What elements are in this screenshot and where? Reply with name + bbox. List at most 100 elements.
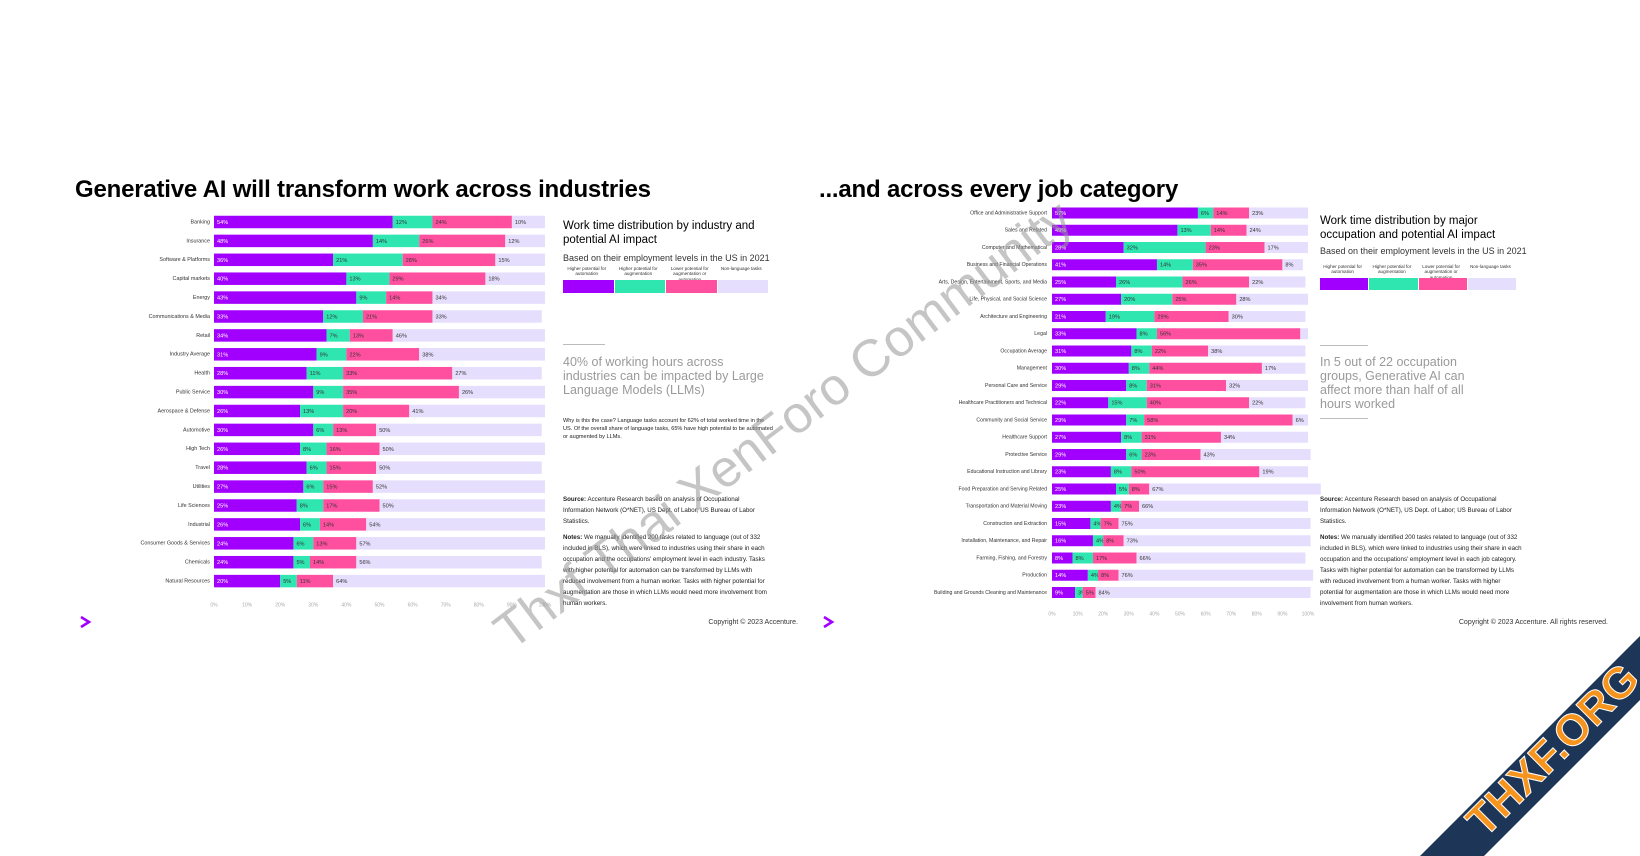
- bar-segment: [1082, 587, 1096, 598]
- bar-segment: [313, 385, 344, 399]
- bar-segment: [379, 499, 545, 512]
- bar-segment: [356, 291, 387, 304]
- notes: Notes: We manually identified 200 tasks …: [1320, 532, 1525, 609]
- x-tick-label: 30%: [308, 602, 319, 608]
- bar-segment: [214, 555, 294, 569]
- callout: In 5 out of 22 occupation groups, Genera…: [1320, 355, 1465, 411]
- data-label: 44%: [1152, 366, 1163, 372]
- divider: [1320, 418, 1368, 419]
- bar-segment: [432, 291, 545, 304]
- notes-text: We manually identified 200 tasks related…: [1320, 534, 1522, 607]
- data-label: 6%: [303, 522, 311, 528]
- bar-segment: [323, 480, 373, 493]
- panel-heading: Work time distribution by industry and p…: [563, 220, 755, 246]
- x-tick-label: 90%: [1277, 611, 1288, 617]
- data-label: 22%: [1252, 401, 1263, 407]
- legend-swatch: [1467, 278, 1516, 290]
- x-tick-label: 10%: [1073, 611, 1084, 617]
- data-label: 26%: [217, 409, 228, 415]
- data-label: 76%: [1122, 573, 1133, 579]
- legend-label: Higher potential for augmentation: [1372, 264, 1412, 275]
- data-label: 26%: [462, 390, 473, 396]
- category-label: Management: [1017, 366, 1048, 372]
- bar-segment: [326, 461, 377, 474]
- data-label: 73%: [1127, 539, 1138, 545]
- data-label: 33%: [346, 371, 357, 377]
- data-label: 29%: [392, 277, 403, 283]
- data-label: 5%: [1086, 590, 1094, 596]
- bar-segment: [1052, 431, 1122, 443]
- bar-segment: [293, 555, 310, 569]
- data-label: 22%: [1055, 401, 1066, 407]
- data-label: 17%: [326, 503, 337, 509]
- bar-segment: [214, 442, 301, 456]
- bar-segment: [1210, 224, 1247, 236]
- data-label: 50%: [379, 466, 390, 472]
- bar-segment: [1200, 449, 1311, 460]
- x-tick-label: 90%: [507, 602, 518, 608]
- category-label: Banking: [191, 219, 210, 225]
- x-tick-label: 80%: [1252, 611, 1263, 617]
- bar-segment: [1092, 552, 1137, 564]
- data-label: 32%: [1229, 383, 1240, 389]
- bar-segment: [1098, 569, 1119, 581]
- data-label: 25%: [1055, 280, 1066, 286]
- bar-segment: [505, 234, 545, 248]
- bar-segment: [346, 348, 420, 361]
- data-label: 9%: [316, 390, 324, 396]
- data-label: 36%: [217, 258, 228, 264]
- bar-segment: [326, 329, 350, 342]
- bar-segment: [1052, 397, 1109, 409]
- source: Source: Accenture Research based on anal…: [1320, 494, 1525, 527]
- bar-segment: [1149, 362, 1262, 374]
- bar-segment: [1105, 311, 1155, 322]
- data-label: 25%: [1055, 487, 1066, 493]
- data-label: 30%: [1232, 314, 1243, 320]
- bar-segment: [392, 329, 545, 342]
- data-label: 23%: [1055, 504, 1066, 510]
- bar-segment: [1110, 466, 1132, 478]
- data-label: 4%: [1091, 573, 1099, 579]
- bar-segment: [1052, 345, 1132, 357]
- bar-segment: [1205, 242, 1265, 253]
- bar-segment: [1052, 569, 1088, 581]
- data-label: 8%: [1124, 435, 1132, 441]
- bar-segment: [402, 253, 496, 267]
- category-label: Office and Administrative Support: [970, 210, 1047, 216]
- bar-segment: [1197, 207, 1214, 219]
- bar-segment: [1052, 276, 1116, 288]
- data-label: 54%: [369, 522, 380, 528]
- data-label: 8%: [1132, 487, 1140, 493]
- bar-segment: [214, 291, 357, 304]
- bar-segment: [1110, 500, 1122, 512]
- bar-segment: [1172, 293, 1237, 305]
- category-label: Communications & Media: [149, 314, 210, 320]
- category-label: Farming, Fishing, and Forestry: [976, 555, 1047, 561]
- data-label: 6%: [1296, 418, 1304, 424]
- data-label: 52%: [376, 485, 387, 491]
- bar-segment: [343, 385, 459, 399]
- data-label: 26%: [217, 447, 228, 453]
- data-label: 7%: [1129, 418, 1137, 424]
- panel-heading: Work time distribution by major occupati…: [1320, 215, 1496, 241]
- data-label: 34%: [1224, 435, 1235, 441]
- category-label: Insurance: [186, 238, 210, 244]
- bar-segment: [1052, 535, 1093, 547]
- legend-label: Lower potential for augmentation or auto…: [1422, 264, 1461, 280]
- bar-segment: [1144, 414, 1293, 426]
- data-label: 14%: [1055, 573, 1066, 579]
- data-label: 21%: [366, 314, 377, 320]
- bar-segment: [511, 215, 545, 229]
- data-label: 40%: [1150, 401, 1161, 407]
- data-label: 3%: [1078, 590, 1086, 596]
- bar-segment: [1072, 552, 1093, 564]
- data-label: 48%: [217, 239, 228, 245]
- legend-label: Lower potential for augmentation or auto…: [670, 266, 709, 282]
- data-label: 24%: [1250, 228, 1261, 234]
- bar-segment: [214, 461, 307, 474]
- data-label: 8%: [1106, 539, 1114, 545]
- data-label: 15%: [326, 485, 337, 491]
- legend-swatch: [717, 280, 768, 293]
- data-label: 14%: [323, 522, 334, 528]
